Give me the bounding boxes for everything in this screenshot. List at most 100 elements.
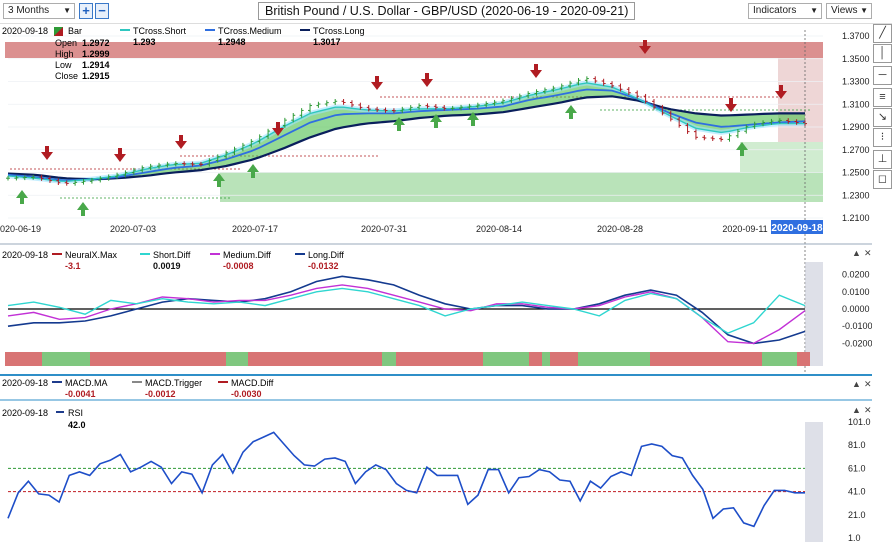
y-tick-label: 1.2300 bbox=[842, 190, 870, 200]
neural-signal-block bbox=[5, 352, 42, 366]
vertical-line-icon[interactable]: │ bbox=[873, 44, 892, 63]
support-zone bbox=[220, 172, 823, 202]
zoom-in-button[interactable]: + bbox=[79, 3, 93, 19]
legend-series-value: -0.0132 bbox=[308, 261, 339, 271]
collapse-icon[interactable]: ▲ bbox=[852, 248, 861, 258]
buy-signal-arrow bbox=[213, 173, 225, 187]
diff-date: 2020-09-18 bbox=[2, 250, 48, 260]
close-icon[interactable]: ✕ bbox=[864, 379, 872, 389]
bar-icon-red bbox=[54, 27, 63, 36]
neural-signal-block bbox=[42, 352, 90, 366]
support-zone-upper bbox=[740, 142, 823, 172]
legend-series-name: NeuralX.Max bbox=[65, 250, 118, 260]
current-date-badge: 2020-09-18 bbox=[771, 223, 823, 234]
main-date: 2020-09-18 bbox=[2, 26, 48, 36]
horizontal-line-icon[interactable]: ─ bbox=[873, 66, 892, 85]
y-tick-label: 21.0 bbox=[848, 510, 866, 520]
views-label: Views bbox=[831, 5, 858, 16]
legend-series-value: -3.1 bbox=[65, 261, 81, 271]
views-button[interactable]: Views ▼ bbox=[826, 3, 872, 19]
legend-series-name: MACD.Diff bbox=[231, 378, 274, 388]
sell-signal-arrow bbox=[175, 135, 187, 149]
future-region bbox=[805, 262, 823, 366]
y-tick-label: -0.0100 bbox=[842, 321, 872, 331]
y-tick-label: 0.0100 bbox=[842, 287, 870, 297]
y-tick-label: -0.0200 bbox=[842, 338, 872, 348]
chart-canvas[interactable]: 1.3700 1.3500 1.3300 1.3100 1.2900 1.2700 1.25… bbox=[0, 0, 872, 548]
sell-signal-arrow bbox=[272, 122, 284, 136]
neural-signal-block bbox=[200, 352, 226, 366]
sell-signal-arrow bbox=[421, 73, 433, 87]
legend-series-value: 1.293 bbox=[133, 37, 156, 47]
neural-signal-block bbox=[529, 352, 542, 366]
period-label: 3 Months bbox=[8, 5, 50, 16]
y-tick-label: 0.0000 bbox=[842, 304, 870, 314]
rsi-name: RSI bbox=[68, 408, 83, 418]
close-icon[interactable]: ✕ bbox=[864, 405, 872, 415]
resistance-zone bbox=[5, 42, 823, 58]
collapse-icon[interactable]: ▲ bbox=[852, 379, 861, 389]
buy-signal-arrow bbox=[565, 105, 577, 119]
text-tool-icon[interactable]: ⊥ bbox=[873, 150, 892, 169]
short-diff-line bbox=[7, 287, 806, 334]
ohlc-label: Low bbox=[55, 60, 72, 70]
close-icon[interactable]: ✕ bbox=[864, 248, 872, 258]
neural-signal-block bbox=[382, 352, 396, 366]
macd-panel: ▲ ✕ 2020-09-18 MACD.MA-0.0041 MACD.Trigge… bbox=[0, 374, 872, 548]
collapse-icon[interactable]: ▲ bbox=[852, 405, 861, 415]
sell-signal-arrow bbox=[371, 76, 383, 90]
tcross-long-line bbox=[7, 95, 805, 181]
x-tick-label: 2020-06-19 bbox=[0, 224, 41, 234]
neural-signal-block bbox=[762, 352, 797, 366]
neural-signal-block bbox=[578, 352, 650, 366]
y-tick-label: 1.0 bbox=[848, 533, 861, 543]
y-tick-label: 1.3300 bbox=[842, 77, 870, 87]
legend-series-name: Medium.Diff bbox=[223, 250, 271, 260]
legend-series-value: 0.0019 bbox=[153, 261, 181, 271]
neural-signal-block bbox=[542, 352, 550, 366]
y-tick-label: 0.0200 bbox=[842, 270, 870, 280]
shaded-region bbox=[778, 58, 823, 142]
legend-series-value: -0.0012 bbox=[145, 389, 176, 399]
chevron-down-icon: ▼ bbox=[860, 6, 868, 15]
neural-signal-block bbox=[650, 352, 762, 366]
chart-title: British Pound / U.S. Dollar - GBP/USD (2… bbox=[258, 2, 636, 20]
sell-signal-arrow bbox=[114, 148, 126, 162]
sell-signal-arrow bbox=[639, 40, 651, 54]
fibonacci-icon[interactable]: ⁝ bbox=[873, 128, 892, 147]
buy-signal-arrow bbox=[77, 202, 89, 216]
sell-signal-arrow bbox=[530, 64, 542, 78]
ohlc-value: 1.2972 bbox=[82, 38, 110, 48]
buy-signal-arrow bbox=[736, 142, 748, 156]
buy-signal-arrow bbox=[16, 190, 28, 204]
annotation-icon[interactable]: ◻ bbox=[873, 170, 892, 189]
toolbar: 3 Months ▼ + − British Pound / U.S. Doll… bbox=[0, 0, 892, 24]
indicators-button[interactable]: Indicators ▼ bbox=[748, 3, 822, 19]
ohlc-label: High bbox=[55, 49, 74, 59]
chevron-down-icon: ▼ bbox=[810, 6, 818, 15]
neural-signal-block bbox=[90, 352, 200, 366]
period-select[interactable]: 3 Months ▼ bbox=[3, 3, 75, 19]
main-price-panel: 1.3700 1.3500 1.3300 1.3100 1.2900 1.2700 1.25… bbox=[0, 24, 872, 548]
legend-series-value: -0.0008 bbox=[223, 261, 254, 271]
rsi-date: 2020-09-18 bbox=[2, 408, 48, 418]
long-diff-line bbox=[7, 275, 806, 345]
draw-line-icon[interactable]: ╱ bbox=[873, 24, 892, 43]
channel-icon[interactable]: ≡ bbox=[873, 88, 892, 107]
sell-signal-arrow bbox=[725, 98, 737, 112]
chevron-down-icon: ▼ bbox=[63, 6, 71, 15]
y-tick-label: 1.2100 bbox=[842, 213, 870, 223]
buy-signal-arrow bbox=[393, 117, 405, 131]
cursor-icon[interactable]: ↘ bbox=[873, 108, 892, 127]
rsi-value: 42.0 bbox=[68, 420, 86, 430]
neural-signal-block bbox=[248, 352, 382, 366]
zoom-out-button[interactable]: − bbox=[95, 3, 109, 19]
legend-series-name: TCross.Medium bbox=[218, 26, 282, 36]
ohlc-value: 1.2999 bbox=[82, 49, 110, 59]
y-tick-label: 81.0 bbox=[848, 440, 866, 450]
legend-series-name: MACD.Trigger bbox=[145, 378, 202, 388]
legend-series-value: 1.3017 bbox=[313, 37, 341, 47]
diff-panel: ▲ ✕ 2020-09-18 NeuralX.Max-3.1 Short.Diff… bbox=[0, 243, 872, 366]
neural-signal-block bbox=[226, 352, 248, 366]
